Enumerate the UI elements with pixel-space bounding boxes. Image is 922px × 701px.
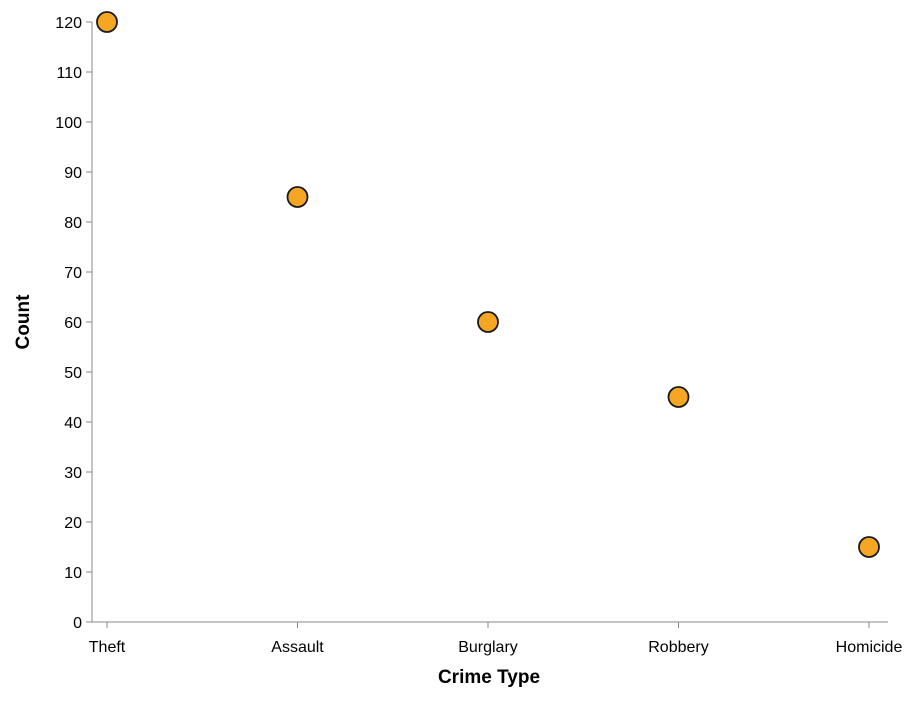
y-tick-label: 120	[55, 15, 82, 32]
x-tick-label: Burglary	[458, 639, 518, 656]
x-tick-label: Theft	[89, 639, 126, 656]
y-axis: 0 10 20 30 40 50 60 70 80 90 100 110 120	[55, 15, 93, 632]
x-tick-label: Homicide	[836, 639, 903, 656]
y-tick-label: 40	[64, 415, 82, 432]
data-points	[96, 11, 880, 558]
x-axis: Theft Assault Burglary Robbery Homicide	[89, 621, 903, 656]
data-point-burglary[interactable]	[477, 311, 499, 333]
y-tick-label: 0	[73, 615, 82, 632]
y-tick-label: 110	[56, 65, 82, 82]
data-point-homicide[interactable]	[858, 536, 880, 558]
y-axis-title: Count	[13, 294, 34, 350]
x-tick-label: Assault	[271, 639, 324, 656]
data-point-assault[interactable]	[286, 186, 309, 208]
y-tick-label: 10	[64, 565, 82, 582]
y-tick-label: 90	[64, 165, 82, 182]
y-tick-label: 100	[55, 115, 82, 132]
y-tick-label: 60	[64, 315, 82, 332]
data-point-theft[interactable]	[96, 11, 118, 33]
y-tick-label: 80	[64, 215, 82, 232]
y-tick-label: 70	[64, 265, 82, 282]
y-tick-label: 50	[64, 365, 82, 382]
data-point-robbery[interactable]	[667, 386, 690, 408]
y-tick-label: 20	[64, 515, 82, 532]
x-tick-label: Robbery	[648, 639, 708, 656]
x-axis-title: Crime Type	[438, 667, 540, 688]
y-tick-label: 30	[64, 465, 82, 482]
